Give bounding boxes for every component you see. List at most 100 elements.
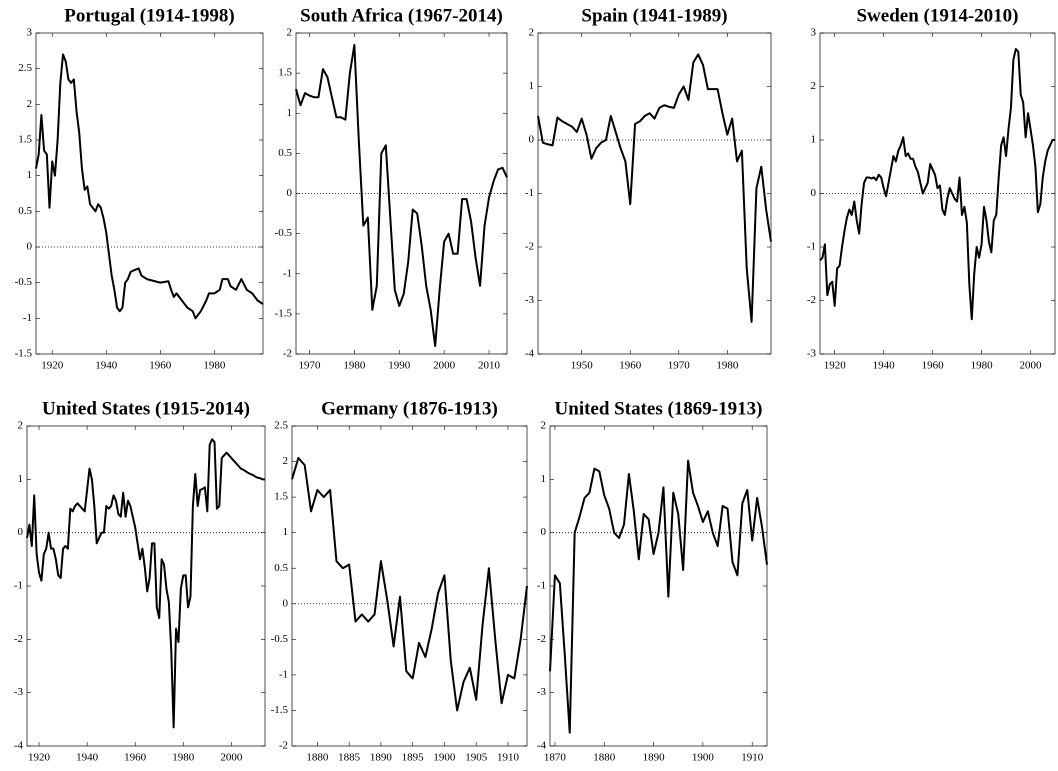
data-line <box>537 53 772 323</box>
panel: Germany (1876-1913) -2 -1.5 -1 -0.5 0 0.5 1 1.5 2… <box>271 398 528 764</box>
y-tick-label: -1 <box>23 312 32 324</box>
y-tick-label: 0 <box>541 526 547 538</box>
x-tick-label: 1990 <box>388 360 411 372</box>
y-tick-label: 0 <box>529 134 535 146</box>
y-tick-label: -4 <box>525 348 535 360</box>
y-tick-label: -3 <box>525 294 535 306</box>
x-tick-label: 1870 <box>544 752 567 764</box>
x-tick-label: 2000 <box>1020 360 1043 372</box>
plot-frame <box>819 32 1056 355</box>
y-tick-label: -3 <box>14 686 24 698</box>
plot-frame <box>295 32 508 355</box>
y-tick-label: -2 <box>537 633 546 645</box>
x-tick-label: 1970 <box>298 360 321 372</box>
data-line <box>35 53 264 320</box>
y-tick-label: 1 <box>27 169 33 181</box>
y-tick-label: 2 <box>18 420 24 432</box>
y-tick-label: 1 <box>541 473 547 485</box>
x-tick-label: 1980 <box>172 752 195 764</box>
x-tick-label: 1920 <box>824 360 847 372</box>
y-tick-label: 0 <box>283 597 289 609</box>
chart-title: United States (1915-2014) <box>42 398 250 419</box>
y-tick-label: -1.5 <box>271 704 289 716</box>
chart-title: South Africa (1967-2014) <box>300 5 503 26</box>
y-tick-label: 1.5 <box>278 67 292 79</box>
y-tick-label: -1 <box>283 267 292 279</box>
plot-frame <box>537 32 772 355</box>
y-tick-label: -3 <box>537 686 547 698</box>
data-line <box>291 457 528 712</box>
x-tick-label: 1960 <box>124 752 147 764</box>
x-tick-label: 1970 <box>668 360 691 372</box>
x-tick-label: 1895 <box>402 752 425 764</box>
plot-frame <box>291 425 528 747</box>
x-tick-label: 1980 <box>716 360 739 372</box>
x-tick-label: 1880 <box>593 752 616 764</box>
y-tick-label: -1 <box>279 668 288 680</box>
chart-title: United States (1869-1913) <box>555 398 763 419</box>
y-tick-label: 2 <box>283 455 289 467</box>
y-tick-label: -1 <box>537 580 546 592</box>
y-tick-label: 0.5 <box>18 205 32 217</box>
x-tick-label: 1950 <box>571 360 594 372</box>
y-tick-label: -2 <box>807 294 816 306</box>
y-tick-label: 2 <box>541 420 547 432</box>
x-tick-label: 2000 <box>220 752 243 764</box>
y-tick-label: -1.5 <box>275 307 293 319</box>
x-tick-label: 1890 <box>643 752 666 764</box>
x-tick-label: 1940 <box>95 360 118 372</box>
y-tick-label: 0.5 <box>274 562 288 574</box>
x-tick-label: 1885 <box>338 752 361 764</box>
y-tick-label: -1 <box>525 187 534 199</box>
plot-frame <box>549 425 768 747</box>
x-tick-label: 1910 <box>741 752 764 764</box>
y-tick-label: -0.5 <box>15 276 33 288</box>
y-tick-label: 2 <box>27 98 33 110</box>
y-tick-label: 2 <box>811 80 817 92</box>
y-tick-label: -4 <box>537 740 547 752</box>
y-tick-label: 0 <box>287 187 293 199</box>
x-tick-label: 1905 <box>465 752 488 764</box>
y-tick-label: -1 <box>14 580 23 592</box>
x-tick-label: 1920 <box>28 752 51 764</box>
x-tick-label: 1880 <box>306 752 329 764</box>
data-line <box>549 459 768 734</box>
x-tick-label: 1940 <box>76 752 99 764</box>
chart-title: Spain (1941-1989) <box>581 5 727 26</box>
x-tick-label: 1960 <box>149 360 172 372</box>
y-tick-label: 1 <box>283 526 289 538</box>
y-tick-label: -1 <box>807 241 816 253</box>
y-tick-label: 2.5 <box>274 420 288 432</box>
chart-title: Sweden (1914-2010) <box>856 5 1018 26</box>
y-tick-label: 1 <box>287 107 293 119</box>
data-line <box>819 48 1055 321</box>
panel: Portugal (1914-1998) -1.5 -1 -0.5 0 0.5 1 1.5 2 2… <box>15 5 264 372</box>
x-tick-label: 1910 <box>497 752 520 764</box>
x-tick-label: 1960 <box>619 360 642 372</box>
data-line <box>26 438 265 729</box>
y-tick-label: 3 <box>27 27 33 39</box>
x-tick-label: 1900 <box>692 752 715 764</box>
y-tick-label: -3 <box>807 348 817 360</box>
x-tick-label: 1940 <box>873 360 896 372</box>
y-tick-label: 1 <box>811 134 817 146</box>
x-tick-label: 1960 <box>922 360 945 372</box>
y-tick-label: 0.5 <box>278 147 292 159</box>
chart-title: Portugal (1914-1998) <box>64 5 234 26</box>
y-tick-label: -2 <box>279 740 288 752</box>
y-tick-label: 0 <box>27 241 33 253</box>
x-tick-label: 1980 <box>343 360 366 372</box>
data-line <box>295 44 508 347</box>
y-tick-label: 1 <box>529 80 535 92</box>
panel: United States (1869-1913) -4 -3 -2 -1 0 1 2 1870… <box>537 398 768 764</box>
y-tick-label: -2 <box>283 348 292 360</box>
y-tick-label: 2 <box>529 27 535 39</box>
panel: United States (1915-2014) -4 -3 -2 -1 0 1 2 1920… <box>14 398 266 764</box>
chart-title: Germany (1876-1913) <box>321 398 498 419</box>
plot-frame <box>35 32 264 355</box>
y-tick-label: -4 <box>14 740 24 752</box>
y-tick-label: 0 <box>18 526 24 538</box>
y-tick-label: 2 <box>287 27 293 39</box>
y-tick-label: 3 <box>811 27 817 39</box>
